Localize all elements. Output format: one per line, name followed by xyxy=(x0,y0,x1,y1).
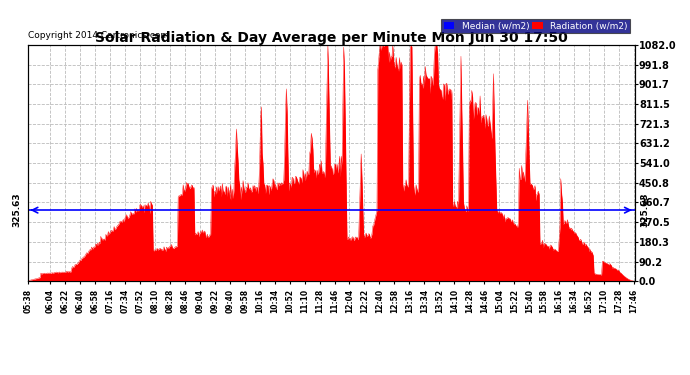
Text: Copyright 2014 Cartronics.com: Copyright 2014 Cartronics.com xyxy=(28,31,169,40)
Text: 325.63: 325.63 xyxy=(641,193,650,228)
Title: Solar Radiation & Day Average per Minute Mon Jun 30 17:50: Solar Radiation & Day Average per Minute… xyxy=(95,31,568,45)
Text: 325.63: 325.63 xyxy=(12,193,21,228)
Legend: Median (w/m2), Radiation (w/m2): Median (w/m2), Radiation (w/m2) xyxy=(441,19,630,33)
